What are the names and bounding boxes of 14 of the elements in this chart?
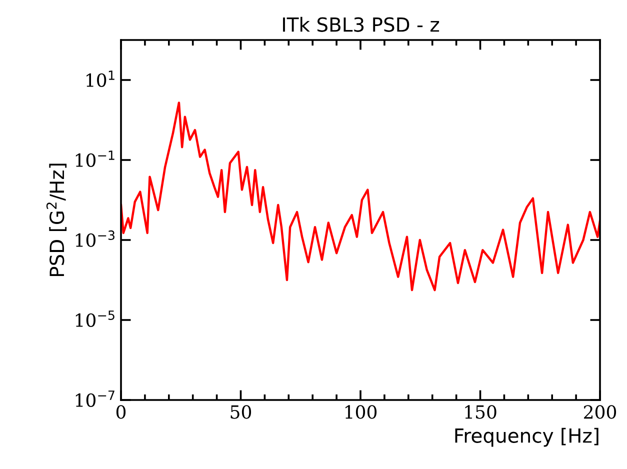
y-tick-label: 10$^{1}$ bbox=[86, 70, 114, 87]
x-tick-label: 200 bbox=[584, 405, 616, 419]
x-tick-label: 150 bbox=[465, 405, 496, 419]
y-tick-label: 10$^{−3}$ bbox=[76, 230, 114, 247]
chart-title: ITk SBL3 PSD - z bbox=[283, 16, 440, 32]
x-tick-label: 0 bbox=[116, 405, 126, 419]
y-axis-title: PSD [G$^{2}$/Hz] bbox=[46, 164, 67, 276]
x-tick-label: 50 bbox=[230, 405, 252, 419]
line-series bbox=[121, 102, 600, 292]
x-axis-title: Frequency [Hz] bbox=[455, 428, 598, 447]
y-tick-label: 10$^{−7}$ bbox=[76, 390, 114, 407]
y-tick-label: 10$^{−1}$ bbox=[76, 150, 114, 167]
y-tick-label: 10$^{−5}$ bbox=[76, 310, 114, 327]
x-tick-label: 100 bbox=[345, 405, 377, 419]
